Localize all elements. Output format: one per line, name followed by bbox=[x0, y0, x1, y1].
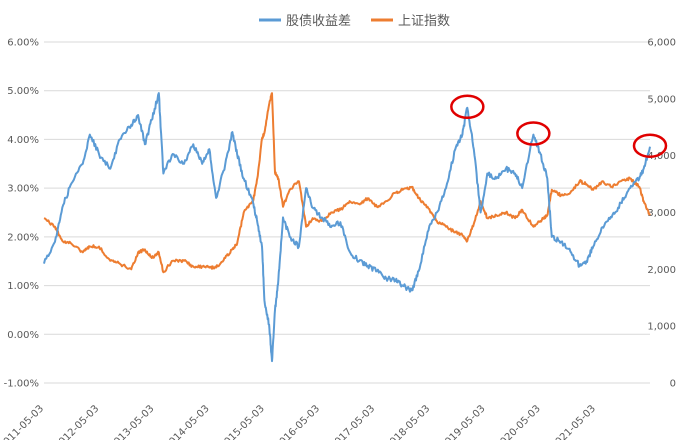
y-right-tick-label: 2,000 bbox=[647, 265, 676, 276]
series-line-sse-index bbox=[43, 92, 651, 274]
y-right-tick-label: 6,000 bbox=[647, 38, 676, 49]
legend-label: 上证指数 bbox=[398, 14, 450, 29]
highlight-circle bbox=[450, 94, 485, 120]
series-layer bbox=[43, 92, 651, 363]
y-left-tick-label: 5.00% bbox=[7, 86, 39, 97]
legend: 股债收益差 上证指数 bbox=[259, 14, 450, 29]
x-tick-label: 2021-05-03 bbox=[549, 403, 598, 440]
y-left-tick-label: 6.00% bbox=[7, 38, 39, 49]
gridlines bbox=[44, 41, 650, 384]
series-line-equity-bond-spread bbox=[43, 92, 651, 363]
x-tick-label: 2020-05-03 bbox=[494, 403, 543, 440]
y-right-tick-label: 0 bbox=[670, 379, 676, 390]
y-right-tick-label: 5,000 bbox=[647, 94, 676, 105]
y-left-tick-label: 2.00% bbox=[7, 232, 39, 243]
x-tick-label: 2016-05-03 bbox=[273, 403, 322, 440]
x-tick-label: 2017-05-03 bbox=[328, 403, 377, 440]
highlight-layer bbox=[450, 94, 668, 158]
x-tick-label: 2011-05-03 bbox=[0, 403, 46, 440]
highlight-circle bbox=[516, 121, 551, 146]
legend-label: 股债收益差 bbox=[286, 14, 351, 29]
x-tick-label: 2014-05-03 bbox=[163, 403, 212, 440]
x-tick-label: 2018-05-03 bbox=[384, 403, 433, 440]
x-tick-label: 2012-05-03 bbox=[53, 403, 102, 440]
y-right-tick-label: 1,000 bbox=[647, 322, 676, 333]
x-tick-label: 2013-05-03 bbox=[108, 403, 157, 440]
x-axis: 2011-05-03 2012-05-03 2013-05-03 2014-05-03… bbox=[0, 403, 598, 440]
y-left-axis: -1.00% 0.00% 1.00% 2.00% 3.00% 4.00% 5.00% 6.00… bbox=[4, 38, 39, 390]
y-left-tick-label: 3.00% bbox=[7, 184, 39, 195]
y-right-tick-label: 4,000 bbox=[647, 151, 676, 162]
y-left-tick-label: -1.00% bbox=[4, 379, 39, 390]
y-right-axis: 0 1,000 2,000 3,000 4,000 5,000 6,000 bbox=[647, 38, 676, 390]
x-tick-label: 2015-05-03 bbox=[218, 403, 267, 440]
x-tick-label: 2019-05-03 bbox=[439, 403, 488, 440]
y-left-tick-label: 1.00% bbox=[7, 281, 39, 292]
y-right-tick-label: 3,000 bbox=[647, 208, 676, 219]
y-left-tick-label: 0.00% bbox=[7, 330, 39, 341]
highlight-circle bbox=[632, 133, 668, 158]
y-left-tick-label: 4.00% bbox=[7, 135, 39, 146]
